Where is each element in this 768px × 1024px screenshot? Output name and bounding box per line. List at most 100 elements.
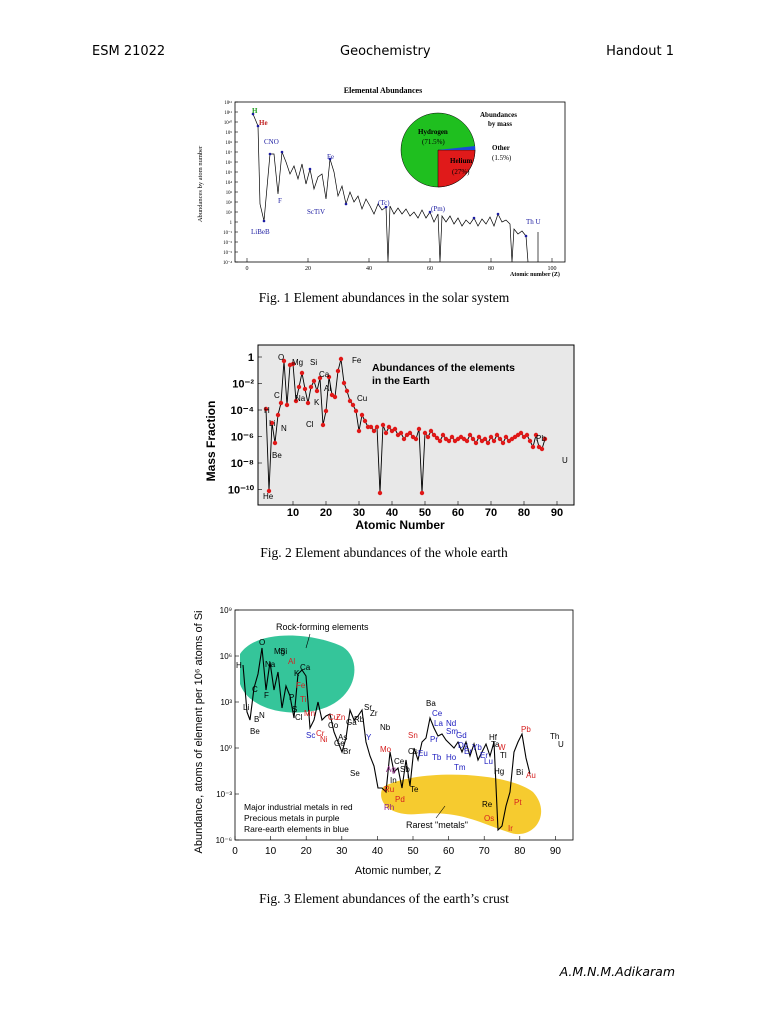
fig1-points: [251, 112, 528, 238]
fig3-xtick-label: 90: [550, 846, 562, 857]
fig2-data-point: [347, 398, 353, 404]
fig2-label-be: Be: [272, 451, 282, 460]
fig1-pie-chart: [400, 112, 476, 188]
fig2-data-point: [440, 432, 446, 438]
svg-text:Nd: Nd: [446, 719, 456, 728]
fig2-xtick-label: 80: [518, 507, 530, 519]
fig1-label-fe: Fe: [327, 153, 334, 161]
fig2-data-point: [305, 400, 311, 406]
fig2-data-point: [401, 436, 407, 442]
svg-text:Cl: Cl: [295, 713, 303, 722]
svg-text:Pd: Pd: [395, 795, 405, 804]
fig2-data-point: [422, 430, 428, 436]
fig1-title: Elemental Abundances: [344, 86, 422, 95]
fig1-ytick-label: 10⁹: [226, 130, 233, 136]
fig2-data-point: [341, 380, 347, 386]
fig3-yticks: 10⁹ 10⁶ 10³ 10⁰ 10⁻³ 10⁻⁶: [216, 606, 239, 845]
svg-text:O: O: [259, 638, 265, 647]
fig2-data-point: [434, 435, 440, 441]
fig2-data-point: [314, 388, 320, 394]
fig3-xtick-label: 50: [407, 846, 419, 857]
fig2-data-point: [464, 438, 470, 444]
fig1-pie-helium-pct: (27%): [452, 168, 470, 176]
svg-text:Se: Se: [350, 769, 360, 778]
fig2-data-point: [308, 384, 314, 390]
fig1-label-pm: (Pm): [431, 205, 446, 213]
fig2-ytick-label: 10⁻¹⁰: [228, 485, 255, 497]
fig2-data-point: [524, 432, 530, 438]
fig2-xlabel: Atomic Number: [355, 518, 445, 531]
fig2-data-point: [299, 370, 305, 376]
svg-text:Pb: Pb: [521, 725, 531, 734]
fig2-data-point: [278, 400, 284, 406]
fig1-pie-other-pct: (1.5%): [492, 154, 512, 162]
fig1-ylabel: Abundances by atom number: [197, 145, 204, 222]
fig2-xticks: 10 20 30 40 50 60 70 80 90: [287, 501, 563, 519]
fig1-label-he: He: [259, 119, 268, 127]
fig1-ytick-label: 10⁻⁴: [223, 260, 232, 266]
fig2-data-point: [416, 426, 422, 432]
fig2-data-point: [500, 440, 506, 446]
fig2-label-na: Na: [295, 394, 306, 403]
svg-text:S: S: [292, 705, 297, 714]
fig2-data-point: [332, 394, 338, 400]
svg-text:Ba: Ba: [426, 699, 436, 708]
svg-text:Y: Y: [366, 733, 372, 742]
fig1-xtick-label: 80: [488, 266, 494, 272]
fig1-label-h: H: [252, 107, 258, 115]
fig1-xticks: 0 20 40 60 80 100: [246, 258, 557, 272]
svg-text:Ge: Ge: [334, 739, 345, 748]
svg-text:Pr: Pr: [430, 735, 438, 744]
svg-text:Gd: Gd: [456, 731, 467, 740]
fig2-xtick-label: 40: [386, 507, 398, 519]
svg-text:W: W: [498, 743, 506, 752]
fig1-label-f: F: [278, 197, 282, 205]
fig2-ytick-label: 10⁻⁶: [231, 432, 254, 444]
fig1-xtick-label: 0: [246, 266, 249, 272]
fig3-xtick-label: 80: [514, 846, 526, 857]
fig1-ytick-label: 10⁻¹: [223, 230, 232, 236]
fig2-data-point: [311, 378, 317, 384]
fig1-yticks: 10¹² 10¹¹ 10¹⁰ 10⁹ 10⁸ 10⁷ 10⁶ 10⁵ 10⁴ 10³ 10² 10¹ 1…: [223, 100, 238, 266]
fig2-data-point: [470, 436, 476, 442]
fig1-xtick-label: 20: [305, 266, 311, 272]
figure-3-crust-abundances: Abundance, atoms of element per 10⁶ atom…: [193, 606, 574, 877]
fig1-label-sctiv: ScTiV: [307, 208, 325, 216]
svg-text:As: As: [338, 733, 347, 742]
fig3-rarest-metals-label: Rarest "metals": [406, 820, 468, 830]
fig1-ytick-label: 10⁻³: [223, 250, 232, 256]
svg-text:Rh: Rh: [384, 803, 394, 812]
fig2-points: [263, 356, 548, 496]
fig2-data-point: [281, 358, 287, 364]
svg-text:Hg: Hg: [494, 767, 504, 776]
svg-text:Ce: Ce: [394, 757, 405, 766]
fig2-data-point: [530, 444, 536, 450]
fig1-ytick-label: 10¹⁰: [224, 120, 232, 126]
svg-text:Si: Si: [280, 647, 287, 656]
fig1-pie-title1: Abundances: [480, 111, 517, 119]
fig2-data-point: [485, 440, 491, 446]
svg-text:Sr: Sr: [364, 703, 372, 712]
svg-text:Tm: Tm: [454, 763, 466, 772]
fig2-ylabel: Mass Fraction: [204, 401, 218, 482]
fig2-label-c: C: [274, 391, 280, 400]
fig2-data-point: [542, 436, 548, 442]
fig1-label-cno: CNO: [264, 138, 279, 146]
svg-text:Mn: Mn: [304, 709, 315, 718]
figure-2-earth-abundances: Mass Fraction 1 10⁻² 10⁻⁴ 10⁻⁶ 10⁻⁸ 10⁻¹⁰ 10 2…: [204, 344, 575, 531]
svg-text:Ho: Ho: [446, 753, 457, 762]
svg-text:Os: Os: [484, 814, 494, 823]
fig2-data-point: [326, 374, 332, 380]
fig2-data-point: [386, 424, 392, 430]
figure-1-solar-abundances: Elemental Abundances Abundances by atom …: [197, 86, 566, 278]
fig2-data-point: [380, 422, 386, 428]
fig3-ytick-label: 10⁹: [220, 606, 232, 615]
fig1-xtick-label: 100: [548, 266, 557, 272]
fig1-ytick-label: 10⁸: [226, 140, 233, 146]
svg-text:Co: Co: [328, 721, 339, 730]
svg-text:Be: Be: [250, 727, 260, 736]
fig1-ytick-label: 10³: [226, 190, 233, 196]
fig2-data-point: [449, 434, 455, 440]
fig3-xtick-label: 20: [301, 846, 313, 857]
